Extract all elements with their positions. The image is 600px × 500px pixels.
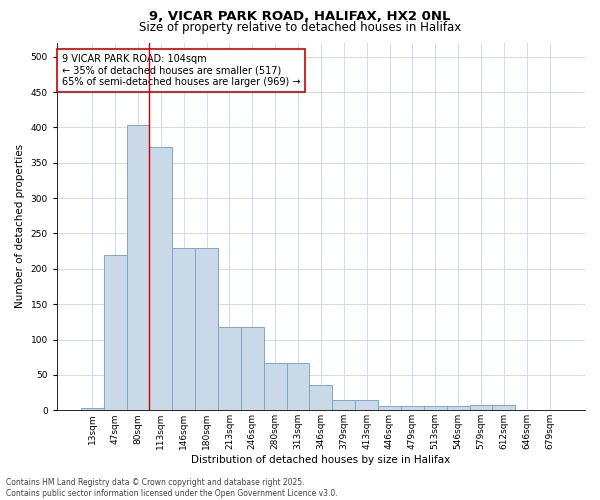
- Bar: [470, 406, 493, 410]
- Bar: [149, 147, 172, 410]
- Bar: [355, 400, 378, 410]
- Bar: [332, 400, 355, 410]
- Bar: [241, 327, 264, 410]
- Bar: [127, 126, 149, 410]
- Text: Size of property relative to detached houses in Halifax: Size of property relative to detached ho…: [139, 21, 461, 34]
- Bar: [195, 248, 218, 410]
- Bar: [287, 363, 310, 410]
- Bar: [81, 408, 104, 410]
- Bar: [446, 406, 470, 410]
- Bar: [264, 363, 287, 410]
- Bar: [378, 406, 401, 410]
- Bar: [493, 406, 515, 410]
- Y-axis label: Number of detached properties: Number of detached properties: [15, 144, 25, 308]
- Text: 9 VICAR PARK ROAD: 104sqm
← 35% of detached houses are smaller (517)
65% of semi: 9 VICAR PARK ROAD: 104sqm ← 35% of detac…: [62, 54, 301, 86]
- Bar: [401, 406, 424, 410]
- Text: Contains HM Land Registry data © Crown copyright and database right 2025.
Contai: Contains HM Land Registry data © Crown c…: [6, 478, 338, 498]
- Bar: [218, 327, 241, 410]
- Bar: [172, 248, 195, 410]
- Bar: [104, 254, 127, 410]
- Text: 9, VICAR PARK ROAD, HALIFAX, HX2 0NL: 9, VICAR PARK ROAD, HALIFAX, HX2 0NL: [149, 10, 451, 23]
- X-axis label: Distribution of detached houses by size in Halifax: Distribution of detached houses by size …: [191, 455, 451, 465]
- Bar: [424, 406, 446, 410]
- Bar: [310, 385, 332, 410]
